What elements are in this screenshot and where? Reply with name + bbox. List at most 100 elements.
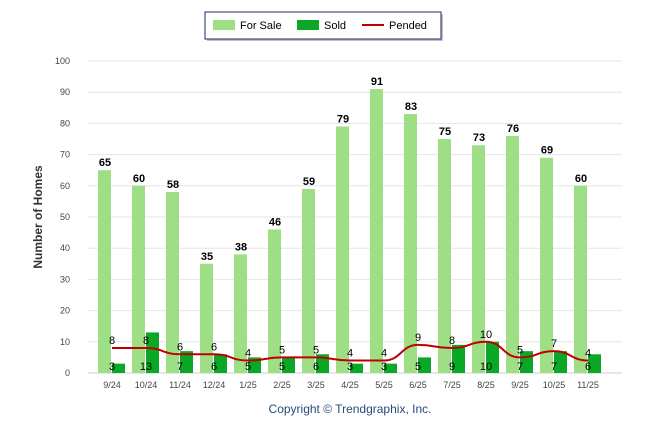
bar-sold	[282, 357, 295, 373]
x-tick-label: 1/25	[239, 380, 257, 390]
label-sold: 3	[109, 361, 115, 373]
label-sold: 6	[313, 361, 319, 373]
label-for-sale: 35	[201, 251, 213, 263]
bar-sold	[418, 357, 431, 373]
label-sold: 3	[347, 361, 353, 373]
bar-for-sale	[234, 254, 247, 373]
bar-for-sale	[98, 170, 111, 373]
legend-label-for-sale: For Sale	[240, 20, 282, 32]
y-tick-label: 60	[60, 181, 70, 191]
bar-for-sale	[370, 89, 383, 373]
label-sold: 5	[245, 361, 251, 373]
legend-swatch-sold	[297, 20, 319, 30]
label-for-sale: 38	[235, 241, 247, 253]
label-pended: 4	[381, 348, 387, 360]
label-for-sale: 79	[337, 114, 349, 126]
label-sold: 10	[480, 361, 492, 373]
x-tick-label: 11/25	[577, 380, 599, 390]
x-tick-label: 7/25	[443, 380, 461, 390]
label-sold: 5	[279, 361, 285, 373]
bar-for-sale	[166, 192, 179, 373]
label-pended: 8	[109, 335, 115, 347]
x-tick-label: 11/24	[169, 380, 191, 390]
bar-sold	[316, 354, 329, 373]
x-tick-label: 8/25	[477, 380, 495, 390]
bar-sold	[486, 341, 499, 373]
label-sold: 5	[415, 361, 421, 373]
line-pended	[112, 340, 589, 362]
x-tick-label: 10/25	[543, 380, 566, 390]
label-pended: 7	[551, 338, 557, 350]
x-tick-label: 9/24	[103, 380, 121, 390]
label-pended: 6	[177, 341, 183, 353]
x-tick-label: 6/25	[409, 380, 427, 390]
bar-for-sale	[540, 157, 553, 373]
y-axis-title: Number of Homes	[31, 165, 45, 269]
label-for-sale: 91	[371, 76, 383, 88]
x-tick-label: 2/25	[273, 380, 291, 390]
bar-for-sale	[336, 126, 349, 374]
label-sold: 7	[517, 361, 523, 373]
bar-for-sale	[472, 145, 485, 373]
x-tick-label: 9/25	[511, 380, 529, 390]
label-for-sale: 65	[99, 157, 111, 169]
label-sold: 13	[140, 361, 152, 373]
label-pended: 5	[517, 344, 523, 356]
legend-box	[204, 11, 442, 40]
bar-sold	[554, 351, 567, 373]
legend-label-pended: Pended	[389, 20, 427, 32]
label-pended: 6	[211, 341, 217, 353]
y-tick-label: 0	[65, 368, 70, 378]
bar-for-sale	[574, 185, 587, 373]
label-pended: 4	[245, 348, 251, 360]
y-tick-label: 20	[60, 306, 70, 316]
y-tick-label: 30	[60, 274, 70, 284]
copyright: Copyright © Trendgraphix, Inc.	[268, 402, 432, 416]
label-sold: 7	[177, 361, 183, 373]
bar-sold	[112, 363, 125, 373]
x-tick-label: 5/25	[375, 380, 393, 390]
label-for-sale: 76	[507, 123, 519, 135]
label-for-sale: 83	[405, 101, 417, 113]
label-for-sale: 59	[303, 176, 315, 188]
bar-for-sale	[132, 185, 145, 373]
y-tick-label: 70	[60, 150, 70, 160]
bar-sold	[452, 344, 465, 373]
bar-for-sale	[404, 114, 417, 373]
legend-swatch-for-sale	[213, 20, 235, 30]
y-tick-label: 50	[60, 212, 70, 222]
label-pended: 4	[347, 348, 353, 360]
label-pended: 10	[480, 329, 492, 341]
legend: For Sale Sold Pended	[204, 11, 443, 41]
y-tick-label: 10	[60, 337, 70, 347]
bar-sold	[180, 351, 193, 373]
bar-sold	[350, 363, 363, 373]
label-for-sale: 73	[473, 132, 485, 144]
x-tick-label: 4/25	[341, 380, 359, 390]
label-pended: 5	[313, 344, 319, 356]
label-for-sale: 69	[541, 145, 553, 157]
bar-sold	[384, 363, 397, 373]
label-sold: 9	[449, 361, 455, 373]
y-tick-label: 90	[60, 87, 70, 97]
label-pended: 4	[585, 348, 591, 360]
bar-for-sale	[302, 188, 315, 373]
label-sold: 6	[211, 361, 217, 373]
bar-sold	[588, 354, 601, 373]
legend-label-sold: Sold	[324, 20, 346, 32]
x-tick-label: 10/24	[135, 380, 158, 390]
label-pended: 8	[143, 335, 149, 347]
label-pended: 9	[415, 332, 421, 344]
y-tick-label: 100	[55, 56, 70, 66]
bar-for-sale	[200, 263, 213, 373]
x-tick-label: 12/24	[203, 380, 226, 390]
bar-sold	[146, 332, 159, 373]
y-tick-label: 40	[60, 243, 70, 253]
label-sold: 3	[381, 361, 387, 373]
label-for-sale: 58	[167, 179, 179, 191]
bar-for-sale	[506, 135, 519, 373]
x-tick-label: 3/25	[307, 380, 325, 390]
label-pended: 5	[279, 344, 285, 356]
label-sold: 6	[585, 361, 591, 373]
